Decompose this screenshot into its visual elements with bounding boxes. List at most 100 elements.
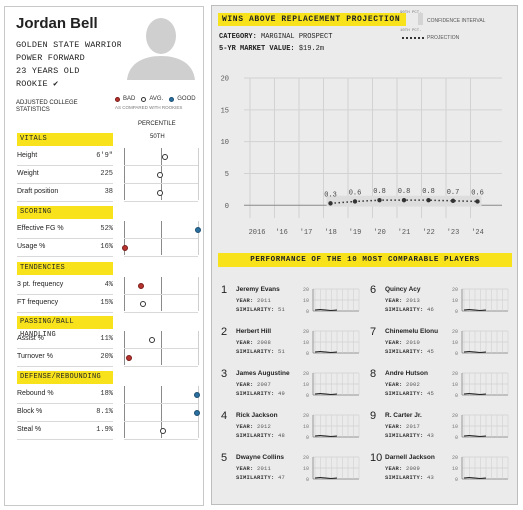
stat-value: 15% [100, 299, 113, 307]
war-chart: 0 5 10 15 20 2016 '16 '17 '18 '19 '20 '21 '22 '23 '24 0… [221, 76, 502, 237]
row-divider [17, 421, 113, 422]
x-tick-label: '20 [373, 229, 386, 237]
stat-label: Assist % [17, 335, 44, 342]
mini-y-tick: 10 [452, 466, 458, 472]
player-position: POWER FORWARD [16, 53, 85, 63]
mini-y-tick: 0 [306, 351, 309, 357]
player-rank: 6 [370, 284, 377, 296]
percentile-axis-start [124, 148, 125, 200]
mini-y-tick: 0 [455, 393, 458, 399]
mini-y-tick: 20 [303, 287, 309, 293]
mini-y-tick: 20 [303, 329, 309, 335]
comparable-similarity: SIMILARITY: 45 [385, 348, 435, 355]
avatar [121, 10, 201, 80]
stat-label: Effective FG % [17, 225, 64, 232]
projection-data-label: 0.8 [398, 188, 411, 196]
mini-y-tick: 20 [303, 455, 309, 461]
stat-label: Draft position [17, 188, 59, 195]
mini-y-tick: 20 [452, 287, 458, 293]
percentile-label: PERCENTILE [138, 121, 176, 127]
player-rank: 5 [221, 452, 228, 464]
comparable-mini-chart: 20 10 0 [452, 455, 509, 483]
mini-y-tick: 20 [452, 413, 458, 419]
projection-point [377, 197, 382, 203]
mini-y-tick: 0 [455, 435, 458, 441]
projection-data-label: 0.7 [447, 189, 460, 197]
percentile-dot [193, 392, 200, 398]
bad-legend-dot [115, 96, 120, 102]
player-rank: 2 [221, 326, 228, 338]
comparable-similarity: SIMILARITY: 46 [385, 306, 435, 313]
comparable-mini-chart: 20 10 0 [452, 413, 509, 441]
track-divider [124, 256, 198, 257]
mini-career-trace [463, 434, 487, 438]
percentile-dot [161, 154, 168, 160]
projection-data-label: 0.6 [471, 189, 484, 197]
war-legend: 90TH PCT. CONFIDENCE INTERVAL 10TH PCT. … [400, 11, 514, 45]
comparable-name: Jeremy Evans [236, 286, 280, 293]
stat-value: 1.9% [96, 426, 113, 434]
war-title: WINS ABOVE REPLACEMENT PROJECTION [218, 13, 406, 26]
x-tick-label: '16 [275, 229, 288, 237]
comparable-player-card: 4 Rick Jackson YEAR: 2012 SIMILARITY: 48 20 1… [221, 410, 361, 452]
mini-y-tick: 10 [303, 298, 309, 304]
comparable-mini-chart: 20 10 0 [303, 413, 360, 441]
x-tick-label: '24 [471, 229, 484, 237]
comparable-player-card: 10 Darnell Jackson YEAR: 2009 SIMILARITY: 4… [370, 452, 510, 494]
legend-ci: CONFIDENCE INTERVAL [427, 18, 486, 24]
comparable-mini-chart: 20 10 0 [303, 371, 360, 399]
percentile-dot [122, 245, 129, 251]
mini-y-tick: 0 [455, 351, 458, 357]
comparable-similarity: SIMILARITY: 49 [236, 390, 286, 397]
stat-label: Steal % [17, 426, 42, 433]
player-rank: 10 [370, 452, 383, 464]
comparable-year: YEAR: 2017 [385, 423, 421, 430]
projection-point [426, 197, 431, 203]
x-tick-label: '23 [447, 229, 460, 237]
row-divider [17, 439, 113, 440]
track-divider [124, 312, 198, 313]
mini-y-tick: 0 [306, 477, 309, 483]
section-title: DEFENSE/REBOUNDING [17, 371, 113, 384]
comparable-year: YEAR: 2009 [385, 465, 421, 472]
percentile-axis-end [198, 221, 199, 255]
mini-y-tick: 0 [306, 435, 309, 441]
mini-y-tick: 10 [303, 466, 309, 472]
comparable-year: YEAR: 2010 [385, 339, 421, 346]
track-divider [124, 183, 198, 184]
percentile-dot [195, 227, 201, 233]
projection-data-label: 0.3 [324, 191, 337, 199]
y-tick-label: 0 [225, 203, 229, 211]
mini-y-tick: 10 [452, 424, 458, 430]
player-name: Jordan Bell [16, 15, 98, 32]
projection-point [328, 201, 333, 206]
comparable-similarity: SIMILARITY: 43 [385, 474, 435, 481]
comparable-year: YEAR: 2013 [385, 297, 421, 304]
comparable-similarity: SIMILARITY: 51 [236, 306, 286, 313]
percentile-axis-end [198, 277, 199, 311]
section-title: PASSING/BALL HANDLING [17, 316, 113, 339]
player-rank: 8 [370, 368, 377, 380]
projection-data-label: 0.6 [349, 189, 362, 197]
comparable-year: YEAR: 2011 [236, 297, 272, 304]
comparable-player-card: 9 R. Carter Jr. YEAR: 2017 SIMILARITY: 43 20… [370, 410, 510, 452]
track-divider [124, 366, 198, 367]
player-bio: GOLDEN STATE WARRIORS POWER FORWARD 23 Y… [16, 39, 127, 91]
stat-value: 225 [100, 170, 113, 178]
projection-data-label: 0.8 [422, 188, 435, 196]
legend-10th: 10TH PCT. [400, 29, 422, 33]
mini-y-tick: 20 [303, 413, 309, 419]
comparable-name: James Augustine [236, 370, 290, 377]
comparable-name: Quincy Acy [385, 286, 421, 293]
mini-y-tick: 20 [452, 329, 458, 335]
comparable-similarity: SIMILARITY: 43 [385, 432, 435, 439]
section-title: SCORING [17, 206, 113, 219]
comparable-mini-chart: 20 10 0 [452, 329, 509, 357]
row-divider [17, 294, 113, 295]
track-divider [124, 348, 198, 349]
comparable-player-card: 5 Dwayne Collins YEAR: 2011 SIMILARITY: 47 2… [221, 452, 361, 494]
player-rank: 7 [370, 326, 377, 338]
comparables-title: PERFORMANCE OF THE 10 MOST COMPARABLE PL… [218, 253, 512, 267]
mini-career-trace [314, 434, 338, 438]
projection-data-label: 0.8 [373, 188, 386, 196]
